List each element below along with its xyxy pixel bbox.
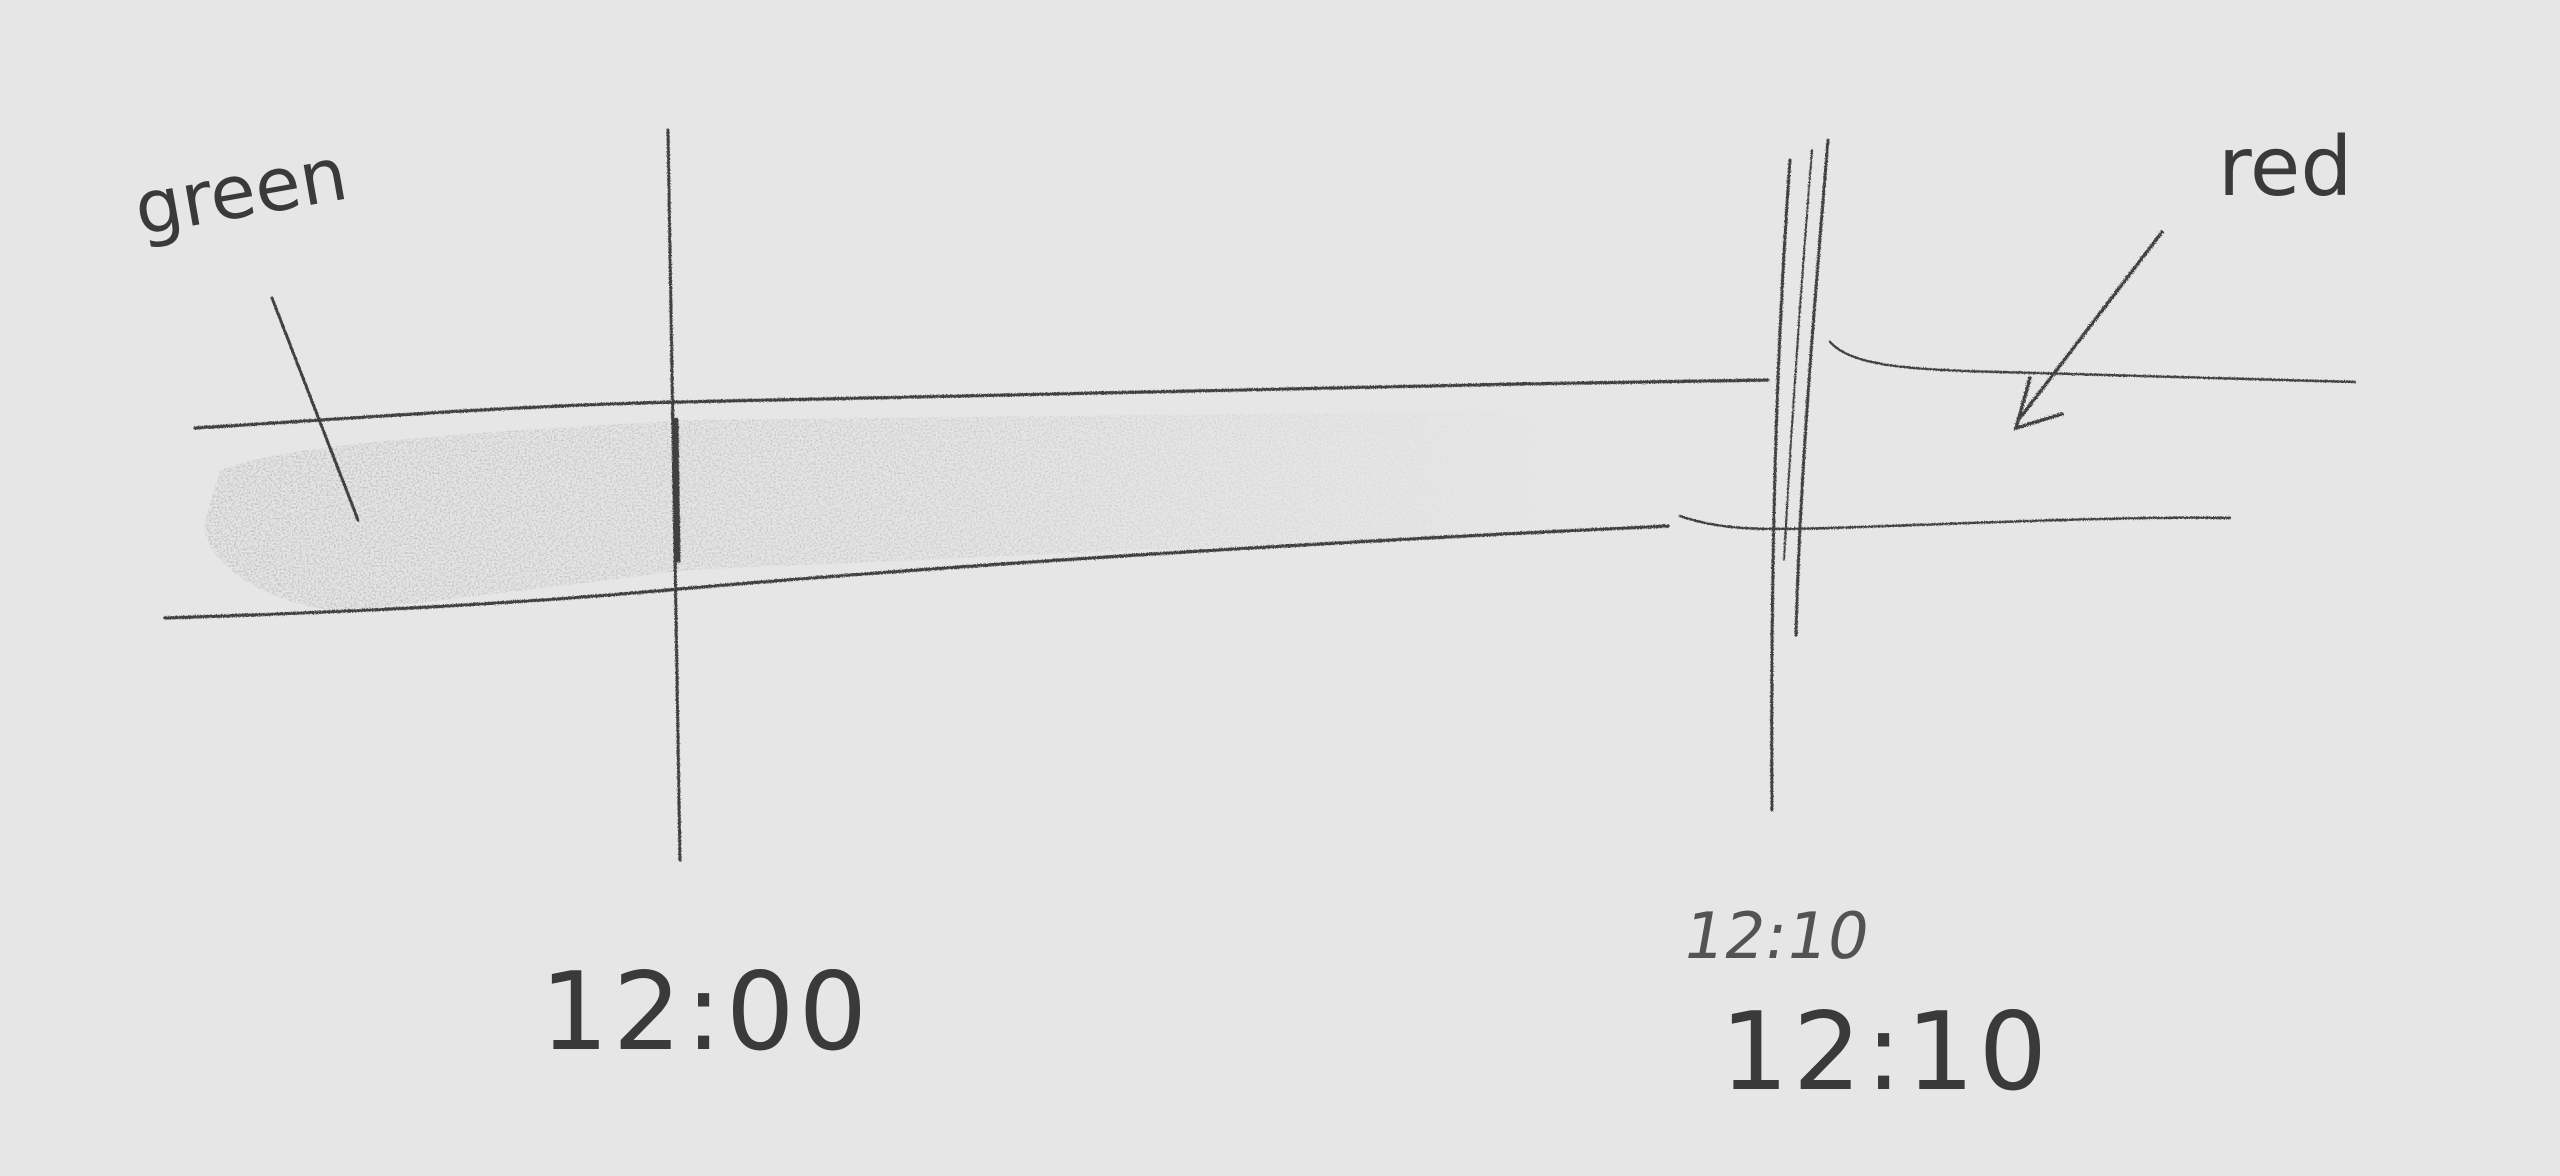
time-label-end-overwritten: 12:10 (1677, 900, 1875, 974)
marker-line-end-c (1783, 149, 1813, 561)
time-label-end: 12:10 (1720, 990, 2052, 1115)
band-top-line (193, 378, 1770, 430)
red-arrow-shaft (2018, 230, 2164, 420)
band-bottom-line (163, 524, 1670, 620)
marker-line-end-a (1770, 158, 1792, 812)
band-bottom-line-right (1678, 514, 2232, 531)
annotation-red: red (2218, 120, 2353, 215)
green-pointer-line (270, 296, 360, 522)
marker-line-end-b (1794, 138, 1830, 637)
marker-line-start-overdraw (673, 417, 681, 563)
band-top-line-right (1828, 340, 2357, 384)
green-shaded-region (204, 410, 1600, 610)
time-label-start: 12:00 (540, 950, 872, 1075)
red-arrow-head (2013, 376, 2064, 431)
